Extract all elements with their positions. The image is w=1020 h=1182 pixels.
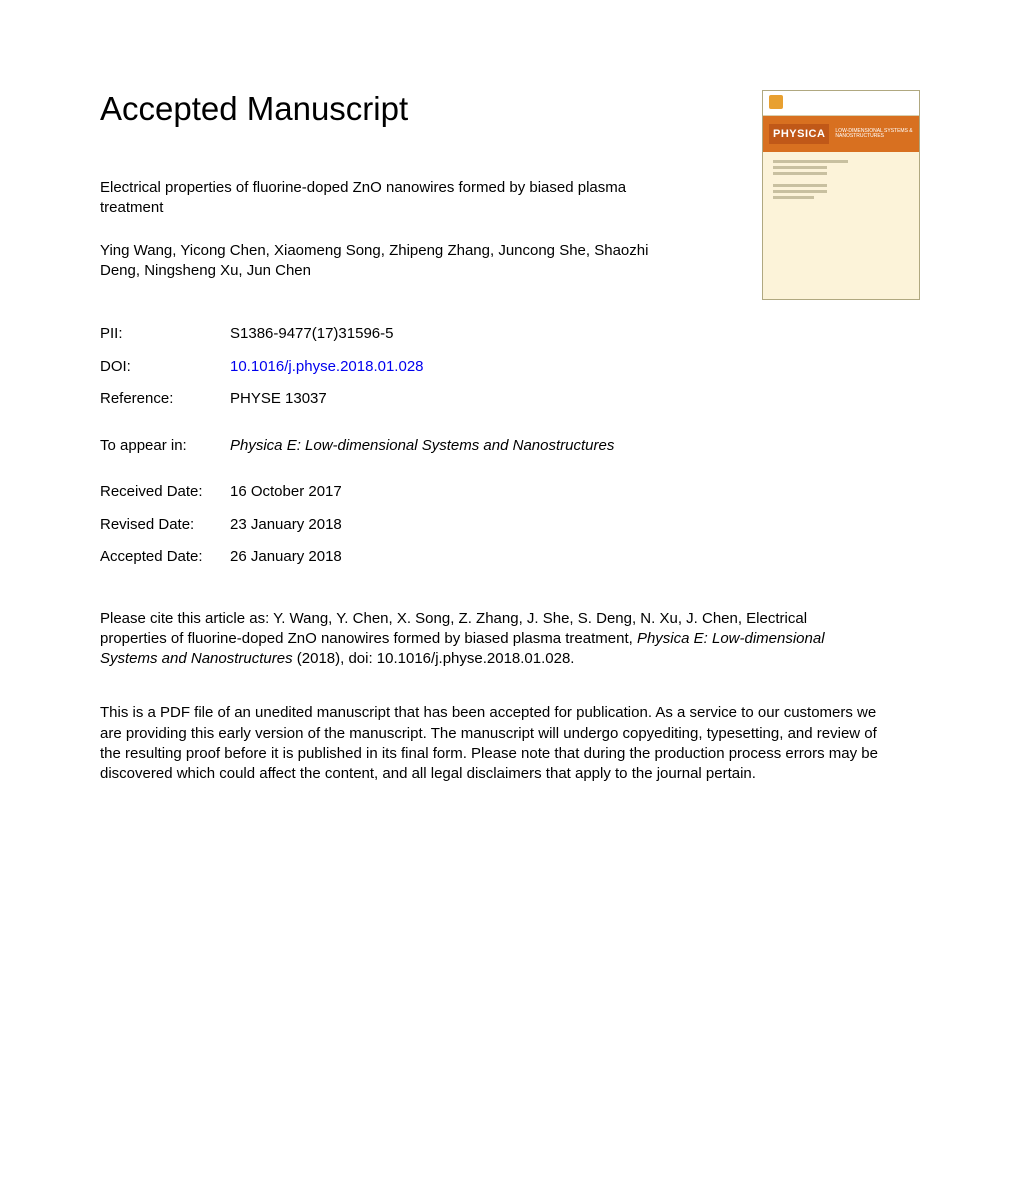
toappear-value: Physica E: Low-dimensional Systems and N… xyxy=(230,435,920,458)
meta-row-doi: DOI: 10.1016/j.physe.2018.01.028 xyxy=(100,356,920,379)
cover-top-strip xyxy=(763,91,919,116)
metadata-table: PII: S1386-9477(17)31596-5 DOI: 10.1016/… xyxy=(100,323,920,569)
publisher-logo-icon xyxy=(769,95,783,109)
accepted-label: Accepted Date: xyxy=(100,546,230,569)
citation-suffix: (2018), doi: 10.1016/j.physe.2018.01.028… xyxy=(293,650,575,667)
manuscript-page: PHYSICA LOW-DIMENSIONAL SYSTEMS & NANOST… xyxy=(0,0,1020,844)
toappear-label: To appear in: xyxy=(100,435,230,458)
accepted-value: 26 January 2018 xyxy=(230,546,920,569)
cover-body-text xyxy=(763,152,919,210)
meta-row-reference: Reference: PHYSE 13037 xyxy=(100,388,920,411)
author-list: Ying Wang, Yicong Chen, Xiaomeng Song, Z… xyxy=(100,241,660,282)
meta-row-received: Received Date: 16 October 2017 xyxy=(100,481,920,504)
meta-row-revised: Revised Date: 23 January 2018 xyxy=(100,514,920,537)
citation-text: Please cite this article as: Y. Wang, Y.… xyxy=(100,609,860,670)
cover-title-band: PHYSICA LOW-DIMENSIONAL SYSTEMS & NANOST… xyxy=(763,116,919,152)
article-title: Electrical properties of fluorine-doped … xyxy=(100,178,660,219)
received-value: 16 October 2017 xyxy=(230,481,920,504)
doi-label: DOI: xyxy=(100,356,230,379)
doi-link[interactable]: 10.1016/j.physe.2018.01.028 xyxy=(230,356,920,379)
pii-value: S1386-9477(17)31596-5 xyxy=(230,323,920,346)
meta-row-toappear: To appear in: Physica E: Low-dimensional… xyxy=(100,435,920,458)
disclaimer-text: This is a PDF file of an unedited manusc… xyxy=(100,703,880,784)
journal-cover-thumbnail: PHYSICA LOW-DIMENSIONAL SYSTEMS & NANOST… xyxy=(762,90,920,300)
meta-row-pii: PII: S1386-9477(17)31596-5 xyxy=(100,323,920,346)
pii-label: PII: xyxy=(100,323,230,346)
cover-journal-name: PHYSICA xyxy=(769,124,829,144)
received-label: Received Date: xyxy=(100,481,230,504)
revised-value: 23 January 2018 xyxy=(230,514,920,537)
meta-row-accepted: Accepted Date: 26 January 2018 xyxy=(100,546,920,569)
cover-journal-subtitle: LOW-DIMENSIONAL SYSTEMS & NANOSTRUCTURES xyxy=(835,129,913,140)
reference-label: Reference: xyxy=(100,388,230,411)
reference-value: PHYSE 13037 xyxy=(230,388,920,411)
revised-label: Revised Date: xyxy=(100,514,230,537)
